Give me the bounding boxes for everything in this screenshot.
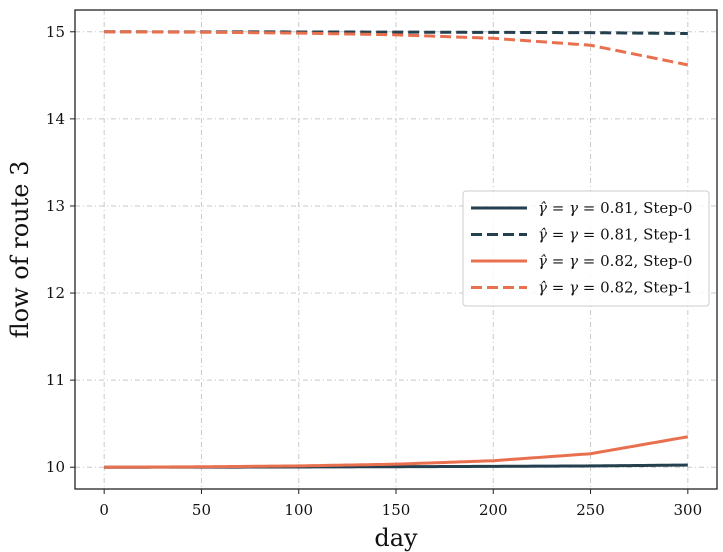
legend-symbol: γ̂ = γ = bbox=[538, 279, 600, 297]
legend-value: 0.81, Step-0 bbox=[600, 199, 692, 217]
legend-value: 0.82, Step-0 bbox=[600, 252, 692, 270]
series-line-3 bbox=[104, 435, 689, 469]
series-line-4 bbox=[104, 30, 689, 67]
x-tick-label: 250 bbox=[576, 501, 605, 519]
y-axis-label: flow of route 3 bbox=[6, 161, 34, 339]
x-tick-label: 100 bbox=[284, 501, 313, 519]
legend-label-2: γ̂ = γ = 0.81, Step-1 bbox=[538, 226, 692, 244]
y-tick-label: 13 bbox=[46, 197, 65, 215]
x-tick-label: 50 bbox=[192, 501, 211, 519]
legend-label-4: γ̂ = γ = 0.82, Step-1 bbox=[538, 279, 692, 297]
y-tick-label: 11 bbox=[46, 371, 65, 389]
x-tick-label: 300 bbox=[673, 501, 702, 519]
legend-label-3: γ̂ = γ = 0.82, Step-0 bbox=[538, 252, 692, 270]
y-tick-label: 15 bbox=[46, 23, 65, 41]
series-lines bbox=[104, 30, 689, 469]
y-tick-label: 10 bbox=[46, 458, 65, 476]
legend-value: 0.81, Step-1 bbox=[600, 226, 692, 244]
y-tick-label: 12 bbox=[46, 284, 65, 302]
x-tick-label: 150 bbox=[382, 501, 411, 519]
grid bbox=[75, 10, 717, 489]
x-axis-label: day bbox=[374, 524, 418, 552]
legend-box bbox=[462, 190, 710, 307]
legend-value: 0.82, Step-1 bbox=[600, 279, 692, 297]
legend-symbol: γ̂ = γ = bbox=[538, 252, 600, 270]
legend-symbol: γ̂ = γ = bbox=[538, 226, 600, 244]
legend-symbol: γ̂ = γ = bbox=[538, 199, 600, 217]
legend-label-1: γ̂ = γ = 0.81, Step-0 bbox=[538, 199, 692, 217]
legend: γ̂ = γ = 0.81, Step-0γ̂ = γ = 0.81, Step… bbox=[462, 190, 710, 307]
y-tick-label: 14 bbox=[46, 110, 65, 128]
x-tick-label: 200 bbox=[479, 501, 508, 519]
x-tick-label: 0 bbox=[99, 501, 109, 519]
axis-ticks: 0 50 100 150 200 250 300 10 11 12 13 14 15 bbox=[46, 23, 702, 519]
